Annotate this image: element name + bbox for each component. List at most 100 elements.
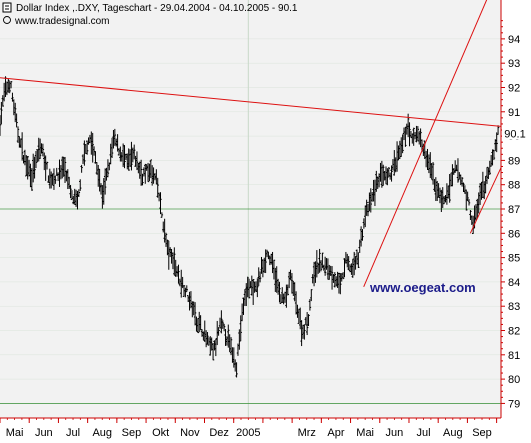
x-tick-label: Apr: [327, 427, 344, 439]
ohlc-bar: [103, 168, 107, 195]
ohlc-bar: [141, 173, 144, 186]
y-tick-label: 88: [508, 180, 520, 192]
ohlc-bar: [16, 126, 20, 143]
x-tick-label: 2005: [236, 427, 260, 439]
ohlc-bar: [408, 122, 411, 147]
ohlc-bar: [323, 256, 327, 276]
ohlc-bar: [286, 284, 289, 296]
source-label: www.tradesignal.com: [14, 16, 109, 27]
ohlc-bar: [123, 145, 126, 169]
ohlc-bar: [469, 210, 472, 221]
last-value-label: 90.1: [504, 129, 525, 141]
last-value-marker: 90.1: [502, 126, 528, 141]
ohlc-bar: [79, 179, 82, 191]
ohlc-bar: [258, 271, 262, 283]
x-tick-label: Aug: [92, 427, 112, 439]
x-tick-label: Mrz: [298, 427, 316, 439]
ohlc-bar: [77, 189, 81, 198]
ohlc-bar: [247, 278, 251, 299]
ohlc-bar: [160, 212, 164, 218]
ohlc-bar: [401, 134, 404, 154]
trendline-steep-support: [363, 0, 488, 287]
chart-header: Dollar Index ,.DXY, Tageschart - 29.04.2…: [2, 2, 298, 27]
title-icon: [2, 2, 12, 13]
ohlc-bar: [272, 259, 276, 280]
ohlc-bar: [91, 132, 94, 163]
ohlc-bar: [235, 362, 238, 378]
ohlc-bar: [227, 324, 230, 348]
x-tick-label: Jul: [417, 427, 431, 439]
x-tick-label: Sep: [122, 427, 142, 439]
ohlc-bar: [206, 332, 209, 345]
ohlc-bar: [34, 151, 38, 169]
ohlc-bar: [361, 229, 364, 241]
ohlc-bar: [41, 143, 45, 157]
y-tick-label: 81: [508, 350, 520, 362]
y-tick-label: 80: [508, 374, 520, 386]
ohlc-bar: [127, 148, 130, 171]
ohlc-bar: [8, 81, 11, 94]
ohlc-bar: [0, 101, 3, 125]
y-tick-label: 87: [508, 204, 520, 216]
ohlc-bar: [333, 272, 337, 288]
y-tick-label: 85: [508, 253, 520, 265]
ohlc-bar: [456, 158, 460, 183]
x-tick-label: Aug: [443, 427, 463, 439]
ohlc-bar: [330, 266, 334, 290]
ohlc-bar: [466, 191, 469, 201]
ohlc-bar: [307, 314, 310, 327]
ohlc-bar: [460, 177, 464, 187]
ohlc-bar: [45, 161, 49, 170]
x-tick-label: Jun: [35, 427, 53, 439]
ohlc-bar: [220, 310, 223, 334]
ohlc-bar: [386, 168, 389, 186]
ohlc-bar: [182, 285, 186, 297]
ohlc-bar: [7, 78, 10, 93]
ohlc-bar: [488, 160, 491, 175]
trendlines: [0, 0, 502, 287]
trendline-support: [469, 167, 502, 234]
ohlc-bar: [185, 285, 188, 292]
ohlc-bar: [54, 175, 57, 184]
ohlc-bar: [38, 138, 42, 160]
ohlc-bar: [15, 113, 18, 128]
ohlc-bar: [462, 182, 465, 193]
ohlc-bar: [80, 164, 83, 173]
ohlc-bar: [431, 162, 435, 185]
chart-title: Dollar Index ,.DXY, Tageschart - 29.04.2…: [16, 3, 298, 14]
ohlc-bar: [416, 126, 420, 142]
ohlc-bar: [139, 159, 143, 186]
ohlc-bar: [303, 324, 306, 340]
ohlc-bar: [85, 140, 89, 155]
ohlc-bar: [217, 327, 220, 336]
ohlc-bar: [166, 239, 169, 256]
ohlc-bar: [113, 128, 117, 146]
x-tick-label: Mai: [6, 427, 24, 439]
ohlc-bar: [256, 278, 259, 298]
ohlc-bar: [419, 128, 422, 148]
x-tick-label: Dez: [209, 427, 229, 439]
ohlc-bar: [319, 260, 323, 272]
ohlc-bar: [339, 273, 342, 295]
ohlc-bar: [196, 318, 200, 334]
ohlc-bar: [382, 164, 385, 186]
ohlc-bar: [135, 151, 139, 171]
ohlc-bar: [305, 312, 309, 336]
ohlc-bar: [404, 126, 407, 147]
ohlc-bar: [347, 256, 350, 271]
reference-lines: [0, 208, 501, 404]
ohlc-bar: [26, 156, 29, 180]
ohlc-bar: [369, 188, 372, 213]
ohlc-bar: [412, 127, 415, 146]
x-tick-label: Mai: [356, 427, 374, 439]
ohlc-bar: [30, 168, 34, 191]
x-tick-label: Jul: [66, 427, 80, 439]
ohlc-bar: [495, 132, 498, 153]
ohlc-bar: [357, 252, 360, 269]
ohlc-bar: [321, 252, 324, 269]
ohlc-bar: [211, 343, 215, 361]
y-tick-label: 94: [508, 34, 520, 46]
price-bars: [0, 76, 500, 378]
ohlc-bar: [11, 92, 14, 102]
ohlc-bar: [251, 279, 255, 305]
